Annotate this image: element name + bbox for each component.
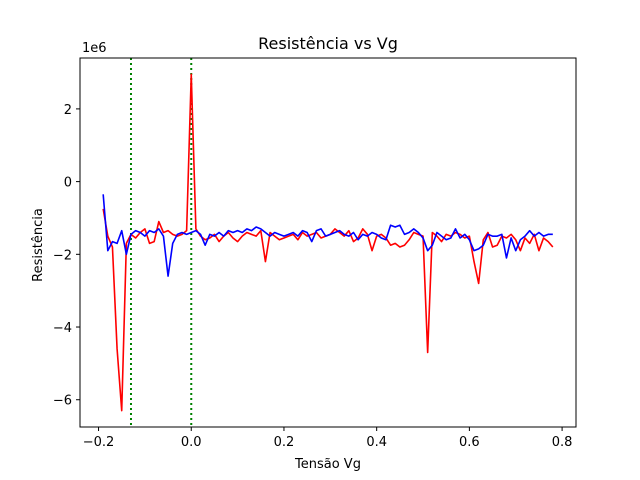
y-tick-label-0: −6 xyxy=(53,394,72,409)
x-tick-label-0: −0.2 xyxy=(83,435,115,450)
chart-title: Resistência vs Vg xyxy=(258,34,398,53)
x-tick-label-3: 0.4 xyxy=(366,435,387,450)
y-tick-label-3: 0 xyxy=(64,176,72,191)
y-tick-label-4: 2 xyxy=(64,103,72,118)
series-1 xyxy=(102,194,553,277)
y-axis-label: Resistência xyxy=(31,208,46,282)
axes-frame xyxy=(79,57,577,428)
y-tick-label-1: −4 xyxy=(53,321,72,336)
plot-area xyxy=(102,58,554,427)
x-axis-label: Tensão Vg xyxy=(294,457,361,472)
x-tick-label-4: 0.6 xyxy=(459,435,480,450)
series-line-1 xyxy=(102,194,553,277)
x-tick-label-5: 0.8 xyxy=(552,435,573,450)
x-tick-label-1: 0.0 xyxy=(181,435,202,450)
x-tick-label-2: 0.2 xyxy=(274,435,295,450)
y-offset-label: 1e6 xyxy=(82,41,107,56)
axes: −0.2 0.0 0.2 0.4 0.6 0.8 −6 −4 −2 0 2 xyxy=(53,57,577,450)
y-tick-label-2: −2 xyxy=(53,248,72,263)
